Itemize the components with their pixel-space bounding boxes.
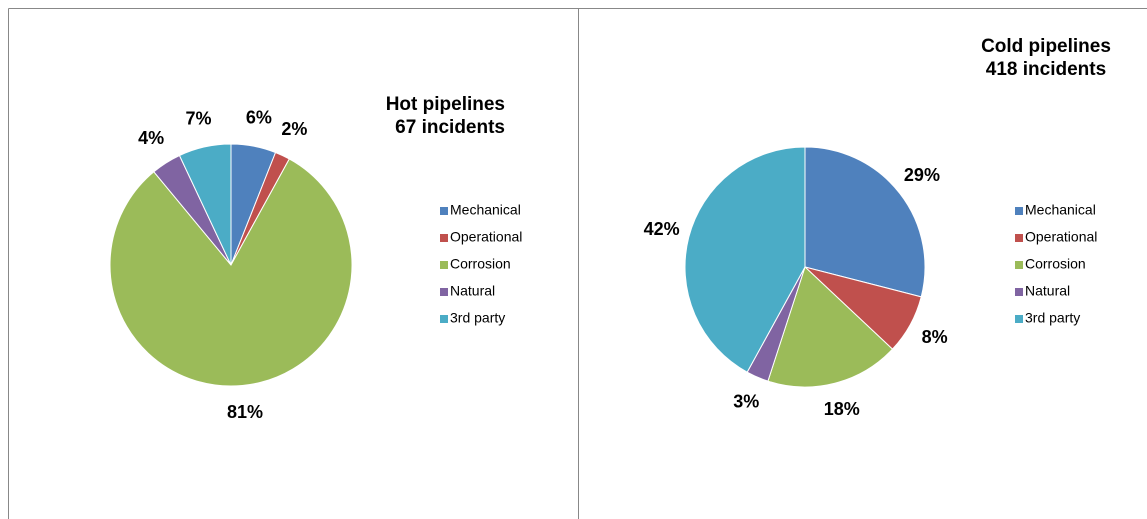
pie-slice (804, 146, 926, 298)
data-label: 2% (281, 119, 307, 139)
legend-swatch (440, 207, 448, 215)
chart-subtitle: 418 incidents (986, 59, 1106, 80)
legend-swatch (1015, 288, 1023, 296)
pie-slice (109, 158, 353, 387)
legend-swatch (1015, 261, 1023, 269)
data-label: 3% (733, 392, 759, 412)
legend-swatch (1015, 207, 1023, 215)
legend-label: Natural (450, 283, 495, 299)
legend-label: 3rd party (1025, 310, 1080, 326)
data-label: 4% (138, 128, 164, 148)
pie-slice (767, 266, 894, 388)
legend-label: Corrosion (450, 256, 511, 272)
pie-slice (178, 143, 232, 266)
legend-label: Mechanical (450, 202, 521, 218)
legend-label: Operational (450, 229, 522, 245)
legend-label: Natural (1025, 283, 1070, 299)
chart-subtitle: 67 incidents (395, 117, 505, 138)
pie-slice (684, 146, 806, 373)
data-label: 6% (246, 107, 272, 127)
legend-swatch (440, 288, 448, 296)
legend-swatch (440, 234, 448, 242)
data-label: 81% (227, 402, 263, 422)
legend-swatch (440, 315, 448, 323)
legend-label: Mechanical (1025, 202, 1096, 218)
legend-label: Operational (1025, 229, 1097, 245)
legend-label: 3rd party (450, 310, 505, 326)
legend-label: Corrosion (1025, 256, 1086, 272)
chart-title: Hot pipelines (386, 94, 505, 115)
data-label: 18% (824, 399, 860, 419)
data-label: 8% (922, 327, 948, 347)
data-label: 7% (185, 108, 211, 128)
data-label: 29% (904, 165, 940, 185)
legend-swatch (1015, 234, 1023, 242)
legend-swatch (1015, 315, 1023, 323)
data-label: 42% (644, 219, 680, 239)
legend-swatch (440, 261, 448, 269)
chart-title: Cold pipelines (981, 36, 1111, 57)
